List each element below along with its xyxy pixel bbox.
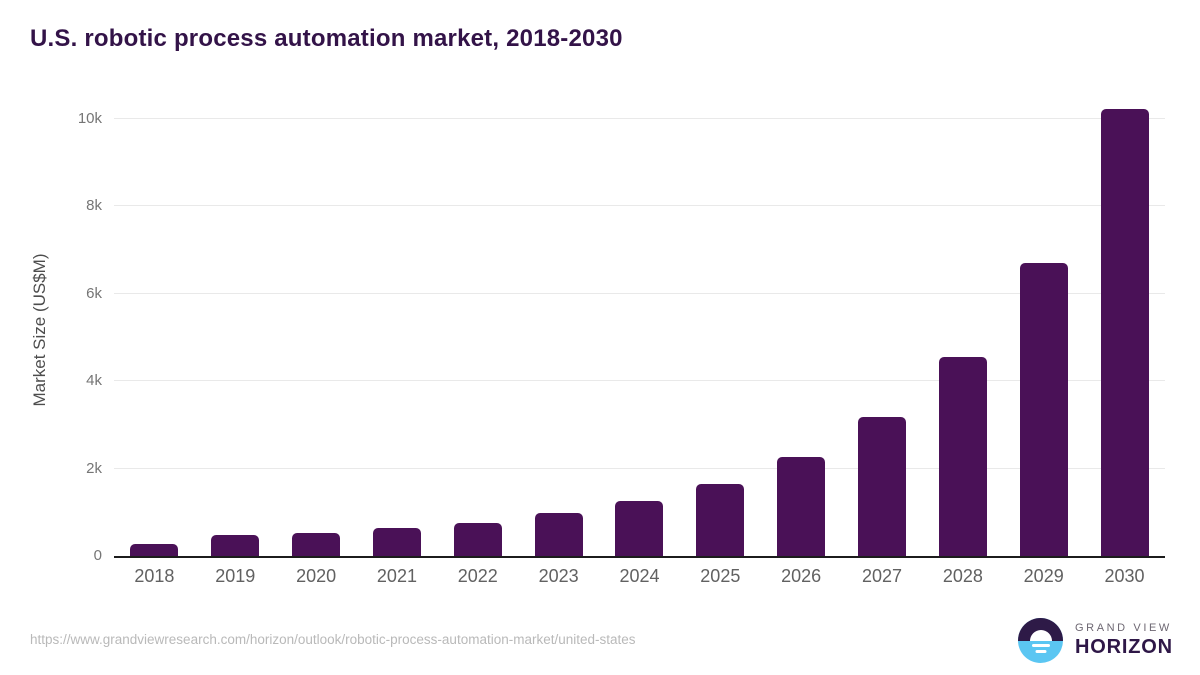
bar-slot-2026 (761, 100, 842, 556)
bar-2024[interactable] (615, 500, 664, 556)
bar-slot-2023 (518, 100, 599, 556)
gridline-8k (114, 205, 1165, 207)
bar-slot-2018 (114, 100, 195, 556)
bar-slot-2028 (922, 100, 1003, 556)
x-axis-tick-labels: 2018 2019 2020 2021 2022 2023 2024 2025 2026 2027… (114, 566, 1165, 587)
x-tick-label-2020: 2020 (296, 566, 337, 586)
bar-slot-2029 (1003, 100, 1084, 556)
x-tick-label-2028: 2028 (942, 566, 983, 586)
bar-2021[interactable] (372, 527, 421, 556)
x-tick-label-2018: 2018 (134, 566, 175, 586)
bar-2022[interactable] (453, 522, 502, 556)
bar-2020[interactable] (292, 533, 341, 556)
y-tick-label-0: 0 (93, 547, 102, 564)
bar-2023[interactable] (534, 513, 583, 556)
x-tick-label-2029: 2029 (1023, 566, 1064, 586)
bar-slot-2019 (195, 100, 276, 556)
bar-slot-2024 (599, 100, 680, 556)
y-tick-label-6k: 6k (86, 284, 102, 302)
bar-slot-2030 (1084, 100, 1165, 556)
grand-view-horizon-logo: GRAND VIEW HORIZON (1018, 618, 1173, 663)
bar-2019[interactable] (211, 535, 260, 556)
gridline-2k (114, 467, 1165, 469)
gridline-6k (114, 292, 1165, 294)
x-tick-label-2026: 2026 (781, 566, 822, 586)
y-tick-label-2k: 2k (86, 459, 102, 477)
x-tick-label-2022: 2022 (457, 566, 498, 586)
bar-2030[interactable] (1100, 109, 1149, 556)
bar-slot-2020 (276, 100, 357, 556)
bar-slot-2022 (437, 100, 518, 556)
horizon-sunset-icon (1018, 618, 1063, 663)
x-tick-label-2023: 2023 (538, 566, 579, 586)
page-title: U.S. robotic process automation market, … (30, 25, 623, 52)
y-tick-label-4k: 4k (86, 372, 102, 390)
source-url: https://www.grandviewresearch.com/horizo… (30, 632, 636, 647)
bars-row (114, 100, 1165, 556)
logo-brand-bottom: HORIZON (1075, 636, 1173, 658)
bar-2026[interactable] (777, 457, 826, 556)
bar-2029[interactable] (1019, 263, 1068, 556)
bar-2025[interactable] (696, 483, 745, 556)
x-tick-label-2025: 2025 (700, 566, 741, 586)
bar-slot-2025 (680, 100, 761, 556)
chart-plot-area: 0 2k 4k 6k 8k 10k (78, 100, 1165, 564)
y-tick-label-8k: 8k (86, 197, 102, 215)
y-tick-label-10k: 10k (77, 110, 102, 127)
bar-slot-2027 (842, 100, 923, 556)
gridline-10k (114, 118, 1165, 119)
bar-2028[interactable] (938, 357, 987, 556)
y-axis-title: Market Size (US$M) (30, 253, 49, 407)
gridline-4k (114, 380, 1165, 382)
bar-2027[interactable] (858, 417, 907, 556)
x-tick-label-2024: 2024 (619, 566, 660, 586)
x-tick-label-2021: 2021 (376, 566, 417, 586)
x-tick-label-2027: 2027 (861, 566, 903, 586)
x-tick-label-2019: 2019 (215, 566, 256, 586)
logo-text: GRAND VIEW HORIZON (1075, 622, 1173, 659)
bar-2018[interactable] (130, 543, 179, 556)
x-tick-label-2030: 2030 (1104, 566, 1145, 586)
bar-slot-2021 (357, 100, 438, 556)
logo-brand-top: GRAND VIEW (1075, 622, 1172, 634)
